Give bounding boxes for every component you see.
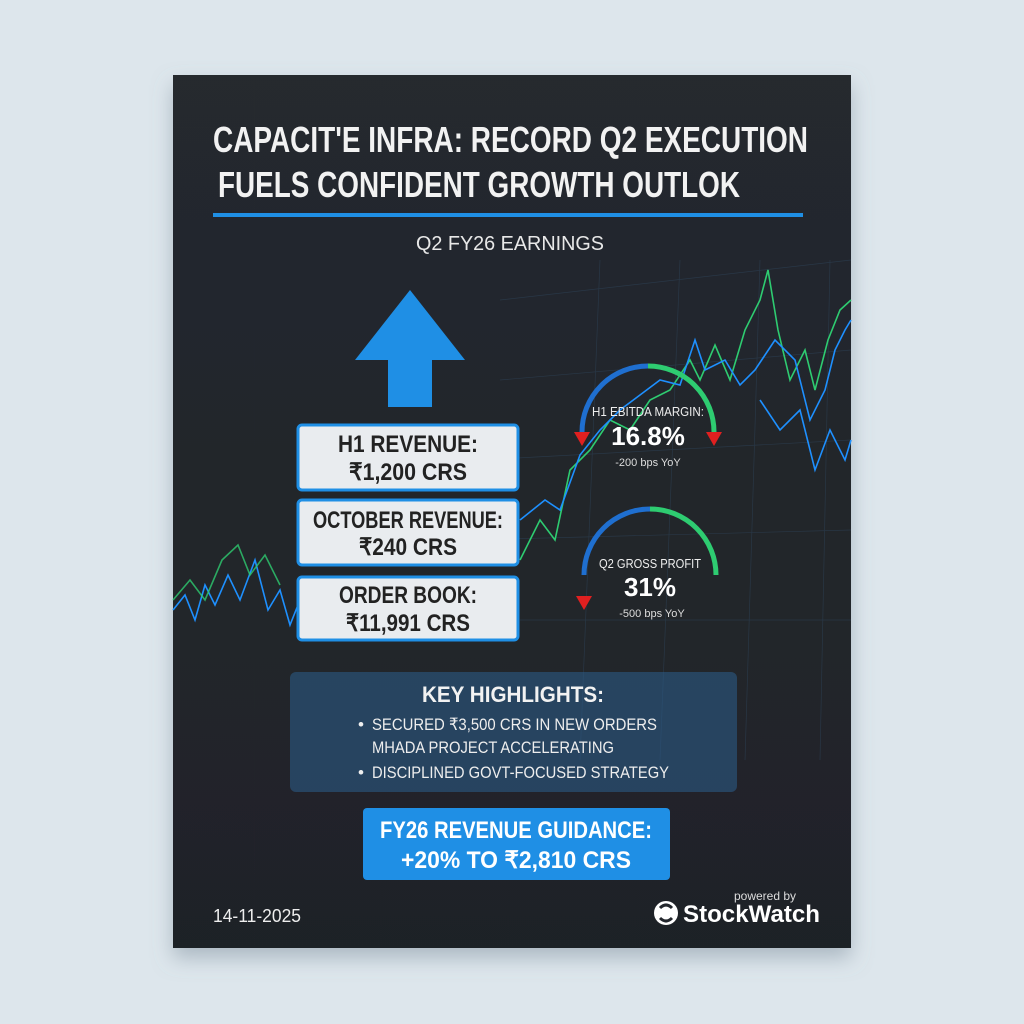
highlights-panel: KEY HIGHLIGHTS: • SECURED ₹3,500 CRS IN …	[290, 672, 737, 792]
date: 14-11-2025	[213, 906, 301, 926]
guidance-line: FY26 REVENUE GUIDANCE:	[380, 817, 652, 844]
decorative-chart	[172, 259, 852, 761]
brand-name: StockWatch	[683, 901, 820, 928]
gauge: Q2 GROSS PROFIT 31% -500 bps YoY	[576, 506, 719, 620]
gauge-change: -500 bps YoY	[619, 608, 685, 620]
gauge: H1 EBITDA MARGIN: 16.8% -200 bps YoY	[574, 363, 722, 469]
gauge-label: H1 EBITDA MARGIN:	[592, 404, 704, 419]
title-line: CAPACIT'E INFRA: RECORD Q2 EXECUTION	[213, 119, 808, 160]
bullet: •	[358, 715, 364, 734]
metric-card: ORDER BOOK: ₹11,991 CRS	[296, 575, 520, 642]
metric-label: OCTOBER REVENUE:	[313, 507, 503, 534]
up-arrow	[355, 290, 465, 407]
subtitle: Q2 FY26 EARNINGS	[416, 233, 604, 255]
bullet: •	[358, 763, 364, 782]
metric-card: H1 REVENUE: ₹1,200 CRS	[296, 423, 520, 492]
highlight-item: DISCIPLINED GOVT-FOCUSED STRATEGY	[372, 763, 669, 782]
metric-value: ₹240 CRS	[359, 534, 457, 561]
title-rule	[213, 213, 803, 217]
guidance-line: +20% TO ₹2,810 CRS	[401, 847, 631, 874]
highlights-title: KEY HIGHLIGHTS:	[422, 682, 604, 707]
metric-label: ORDER BOOK:	[339, 582, 477, 609]
gauge-value: 31%	[624, 572, 676, 602]
title-line: FUELS CONFIDENT GROWTH OUTLOK	[218, 164, 740, 205]
metric-label: H1 REVENUE:	[338, 431, 478, 458]
highlight-item: MHADA PROJECT ACCELERATING	[372, 738, 614, 757]
highlight-item: SECURED ₹3,500 CRS IN NEW ORDERS	[372, 715, 657, 734]
guidance-banner: FY26 REVENUE GUIDANCE: +20% TO ₹2,810 CR…	[363, 808, 670, 880]
gauge-value: 16.8%	[611, 421, 685, 451]
gauge-label: Q2 GROSS PROFIT	[599, 556, 701, 571]
metric-card: OCTOBER REVENUE: ₹240 CRS	[296, 498, 520, 567]
metric-value: ₹11,991 CRS	[346, 610, 470, 637]
metric-value: ₹1,200 CRS	[349, 459, 467, 486]
brand-logo: StockWatch	[654, 901, 820, 928]
powered-by: powered by	[734, 889, 796, 903]
gauge-change: -200 bps YoY	[615, 457, 681, 469]
